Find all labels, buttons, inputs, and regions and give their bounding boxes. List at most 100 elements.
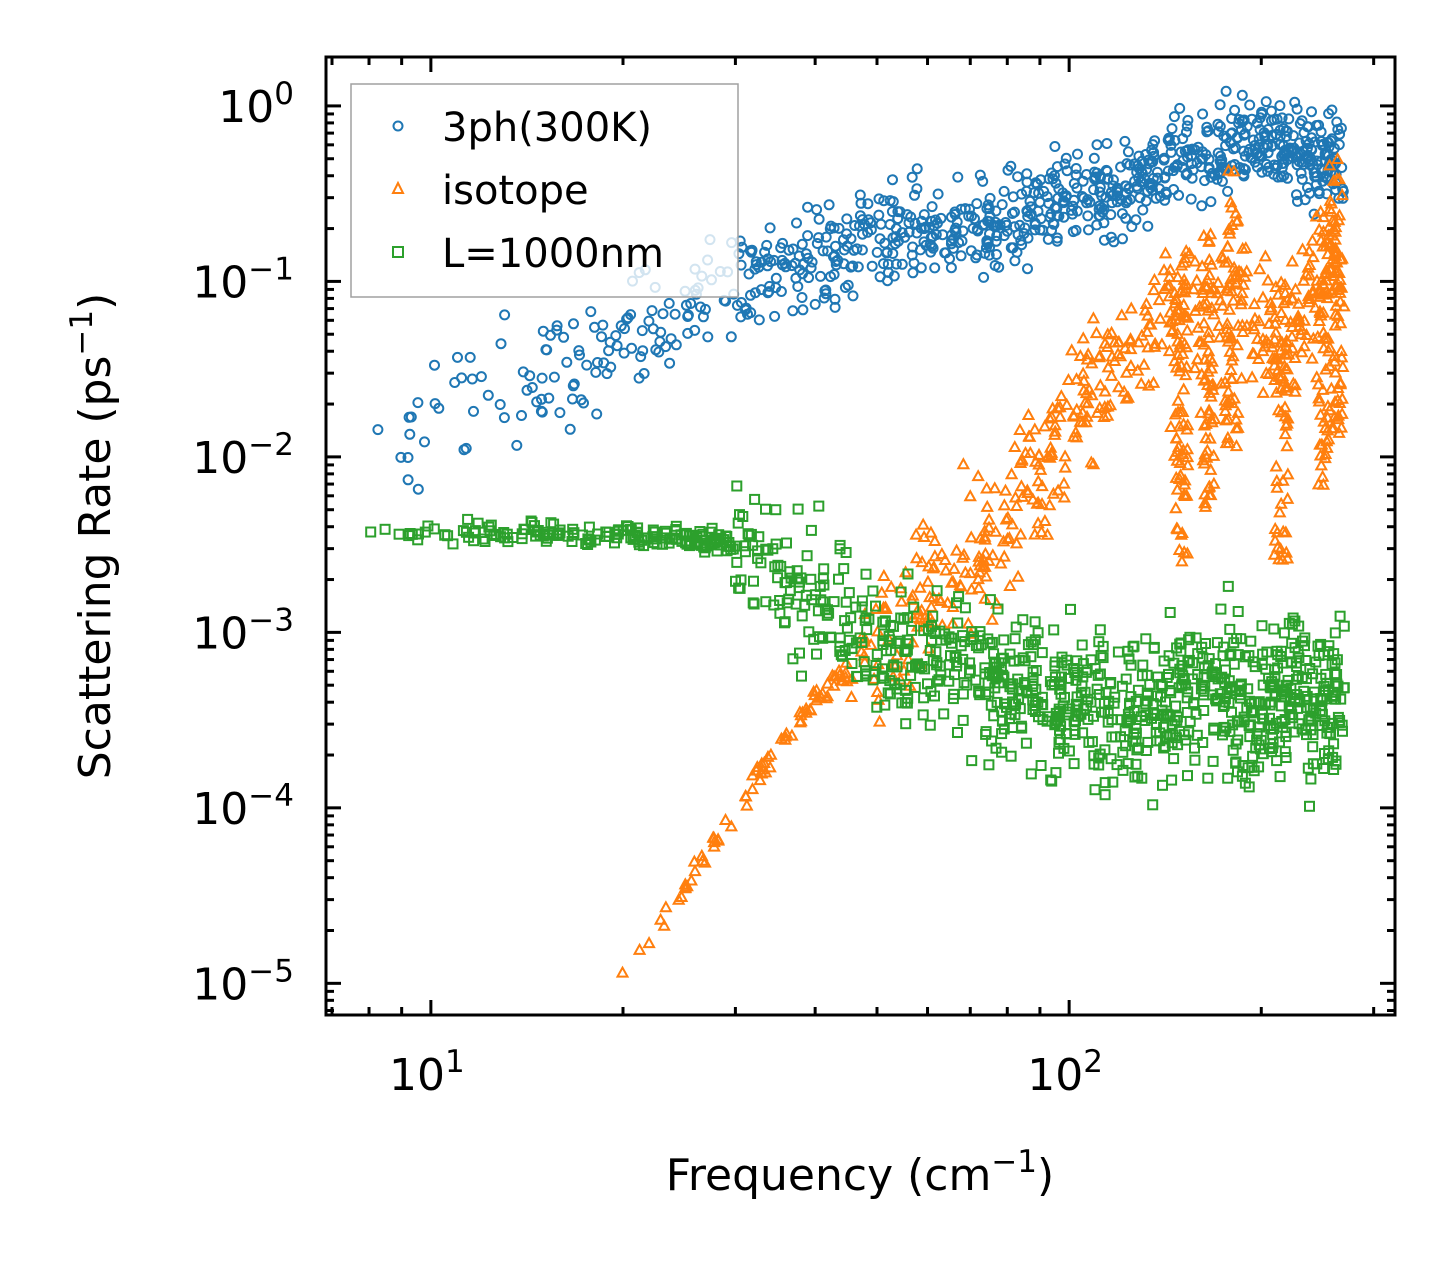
circle-point [1060,152,1072,164]
circle-point [838,244,850,256]
square-point [792,573,803,585]
triangle-point [1147,283,1161,296]
triangle-point [946,574,960,587]
square-point [1238,716,1250,728]
triangle-point [1172,542,1187,556]
circle-point [551,320,563,332]
triangle-point [1030,496,1044,509]
circle-point [839,282,851,293]
circle-point [1288,142,1300,154]
square-point [979,662,991,674]
square-point [1304,702,1316,714]
triangle-point [1028,422,1042,435]
circle-point [818,292,830,304]
square-point [633,539,645,551]
square-point [932,675,944,687]
circle-point [769,310,781,322]
square-point [957,688,969,700]
triangle-point [1170,482,1185,495]
triangle-point [1294,327,1308,340]
circle-point [764,222,776,234]
triangle-point [1240,318,1254,331]
square-point [749,493,761,505]
square-point [1088,710,1099,722]
circle-point [1058,211,1070,223]
circle-point [468,405,479,417]
triangle-point [1218,375,1232,388]
triangle-point [1131,335,1146,348]
triangle-point [1197,418,1212,431]
triangle-point [1169,308,1183,321]
triangle-point [1046,486,1061,499]
triangle-point [1327,214,1342,227]
square-point [846,658,858,669]
square-point [1208,724,1220,736]
triangle-point [1223,330,1237,343]
triangle-point [1281,411,1295,424]
square-point [966,755,978,767]
y-tick-label: 100 [218,76,294,133]
triangle-point [1045,410,1059,423]
triangle-point [1229,439,1244,452]
triangle-point [820,676,835,689]
square-point [1287,612,1299,624]
triangle-point [963,489,977,502]
square-point [840,596,852,608]
circle-point [1238,129,1250,141]
circle-point [779,257,791,269]
square-point [393,528,405,540]
circle-point [1278,170,1290,182]
square-point [774,595,786,606]
circle-point [882,267,894,278]
circle-point [1006,208,1018,219]
circle-point [755,284,767,296]
square-point [379,523,391,535]
triangle-point [1273,505,1287,518]
triangle-point [1008,490,1023,503]
square-point [900,718,912,730]
triangle-point [1157,263,1171,276]
square-point [1232,649,1244,661]
triangle-point [1119,365,1134,378]
circle-point [460,442,472,454]
square-point [365,526,377,538]
square-point [1083,736,1095,748]
triangle-point [1331,308,1345,321]
triangle-point [1177,487,1191,500]
circle-point [1049,141,1061,152]
square-point [760,503,771,515]
triangle-point [1239,241,1253,254]
triangle-point [915,555,929,568]
triangle-point [1230,338,1244,351]
triangle-point [1177,308,1191,321]
square-point [1111,759,1123,771]
square-point [775,560,787,572]
triangle-point [1268,521,1282,534]
square-point [1329,627,1341,639]
square-point [748,575,759,587]
circle-point [619,323,630,335]
circle-point [1076,191,1088,202]
square-point [918,625,930,637]
square-point [792,503,804,515]
circle-point [996,199,1008,211]
triangle-point [1224,371,1239,384]
circle-point [841,213,853,225]
circle-point [955,250,967,262]
circle-point [664,357,676,369]
triangle-point [1278,409,1292,422]
triangle-point [1305,351,1319,364]
triangle-point [632,942,647,955]
square-point [988,710,1000,722]
triangle-point [978,529,992,542]
square-point [1125,659,1137,671]
circle-point [1094,181,1106,193]
triangle-point [1190,352,1205,365]
circle-point [626,342,638,354]
circle-point [1201,121,1213,133]
circle-point [1070,224,1082,236]
circle-point [1291,189,1302,201]
triangle-point [1198,495,1212,508]
circle-point [770,272,782,284]
circle-point [1091,219,1103,231]
